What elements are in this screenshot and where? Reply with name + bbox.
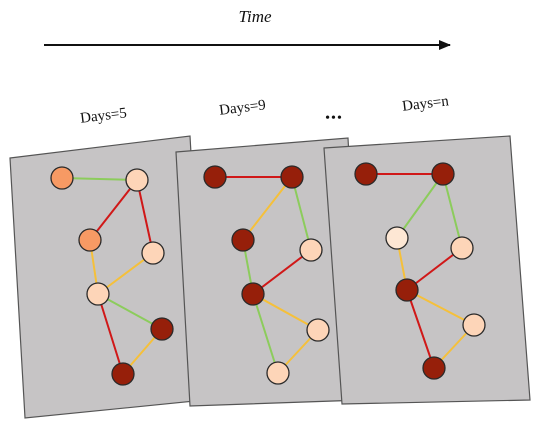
graph-node — [111, 362, 135, 386]
edge-red — [136, 179, 154, 254]
graph-node — [266, 361, 290, 385]
graph-node — [141, 241, 165, 265]
graph-node — [395, 278, 419, 302]
graph-node — [280, 165, 304, 189]
edge-green — [252, 293, 279, 374]
panels — [9, 135, 531, 419]
graph-node — [299, 238, 323, 262]
edge-green — [61, 177, 138, 181]
edge-red — [97, 293, 124, 375]
graph-node — [241, 282, 265, 306]
edge-yellow — [252, 293, 319, 331]
graph-node — [385, 226, 409, 250]
edge-yellow — [406, 289, 475, 326]
panel-label-days-n: Days=n — [401, 93, 450, 115]
panel-label-days-9: Days=9 — [218, 97, 266, 119]
edge-yellow — [242, 176, 293, 241]
edge-green — [442, 173, 463, 249]
edge-green — [97, 293, 163, 330]
edge-green — [291, 176, 312, 251]
graph-node — [422, 356, 446, 380]
graph-node — [50, 166, 74, 190]
graph-node — [125, 168, 149, 192]
graph-node — [86, 282, 110, 306]
graph-node — [150, 317, 174, 341]
edge-red — [89, 179, 138, 241]
graph-node — [203, 165, 227, 189]
edge-red — [252, 249, 312, 295]
panel-label-days-5: Days=5 — [79, 105, 127, 127]
panel-days-5 — [9, 135, 206, 419]
panel-days-n — [323, 135, 531, 405]
ellipsis: ••• — [325, 111, 343, 126]
time-label: Time — [238, 7, 272, 26]
graph-node — [78, 228, 102, 252]
graph-node — [231, 228, 255, 252]
graph-node — [450, 236, 474, 260]
graph-node — [462, 313, 486, 337]
edge-red — [406, 289, 435, 369]
graph-node — [306, 318, 330, 342]
panel-background — [323, 135, 531, 405]
graph-node — [431, 162, 455, 186]
edge-green — [396, 173, 444, 239]
graph-node — [354, 162, 378, 186]
